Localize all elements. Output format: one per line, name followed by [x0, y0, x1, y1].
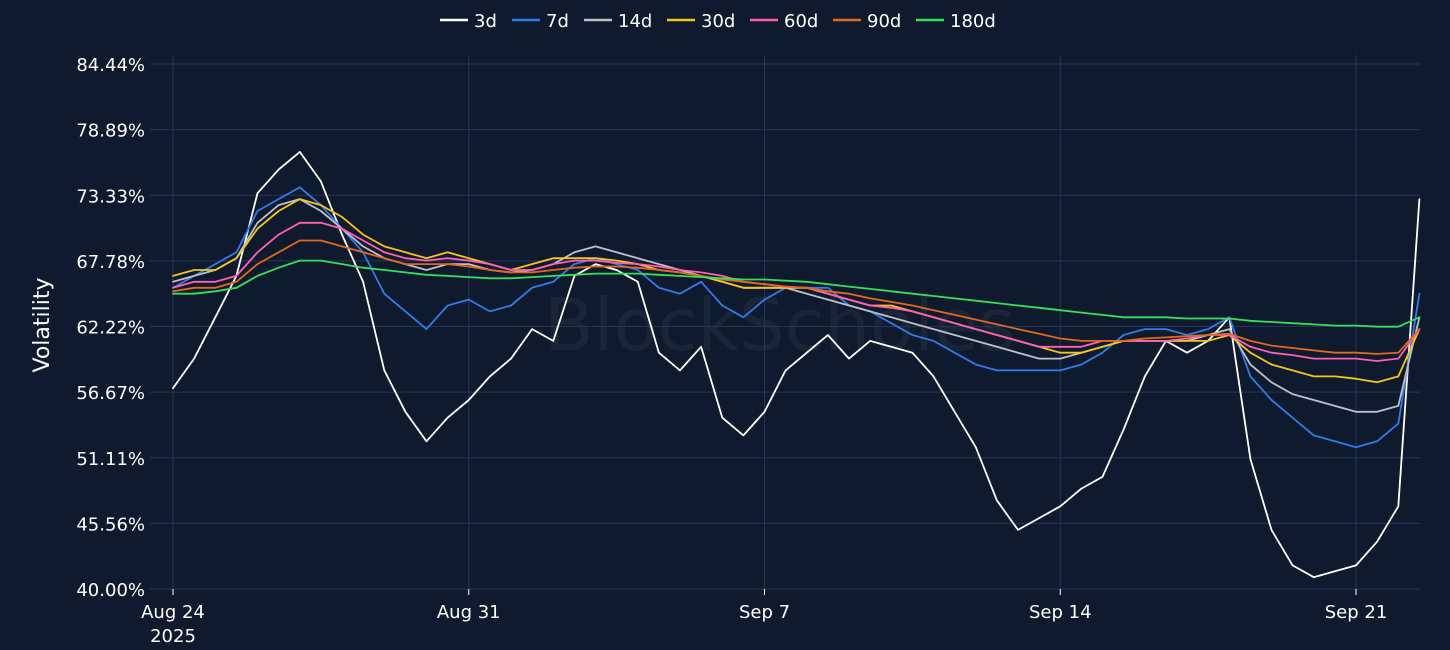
x-tick-label: Aug 31 [437, 602, 501, 623]
y-tick-label: 84.44% [76, 55, 145, 76]
legend-label-7d: 7d [546, 11, 569, 32]
grid-lines [150, 55, 1420, 590]
legend-label-3d: 3d [474, 11, 497, 32]
y-axis-title: Volatility [30, 277, 55, 372]
x-tick-label: Sep 7 [739, 602, 790, 623]
y-tick-label: 56.67% [76, 383, 145, 404]
x-tick-label: Sep 21 [1325, 602, 1388, 623]
y-tick-label: 45.56% [76, 514, 145, 535]
x-tick-label: Aug 24 [141, 602, 205, 623]
series-line-3d [172, 150, 1421, 579]
x-tick-label: Sep 14 [1029, 602, 1092, 623]
legend-label-180d: 180d [950, 11, 996, 32]
series-line-180d [172, 259, 1421, 328]
y-tick-label: 62.22% [76, 318, 145, 339]
x-tick-sublabel: 2025 [150, 626, 196, 647]
y-tick-label: 40.00% [76, 580, 145, 601]
y-tick-label: 73.33% [76, 186, 145, 207]
y-tick-label: 51.11% [76, 449, 145, 470]
series-line-90d [172, 239, 1421, 355]
legend: 3d 7d 14d 30d 60d 90d 180d [440, 11, 996, 32]
watermark-text: BlockScholes [544, 283, 1016, 367]
y-tick-label: 67.78% [76, 252, 145, 273]
x-axis: Aug 24 2025 Aug 31 Sep 7 Sep 14 Sep 21 [141, 589, 1387, 647]
y-axis: 40.00% 45.56% 51.11% 56.67% 62.22% 67.78% 73.3… [76, 55, 145, 601]
legend-label-14d: 14d [618, 11, 652, 32]
legend-label-60d: 60d [784, 11, 818, 32]
y-tick-label: 78.89% [76, 121, 145, 142]
series-lines [172, 150, 1421, 579]
legend-label-30d: 30d [701, 11, 735, 32]
legend-label-90d: 90d [867, 11, 901, 32]
